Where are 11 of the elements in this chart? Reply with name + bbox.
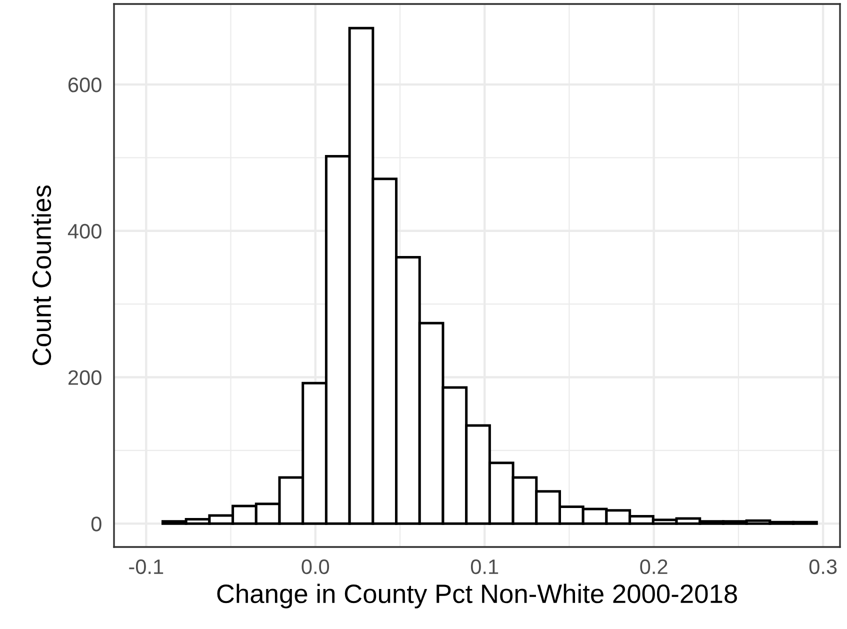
x-axis-title: Change in County Pct Non-White 2000-2018 [217, 584, 737, 608]
y-tick-label: 0 [91, 516, 102, 532]
x-tick-label: 0.2 [640, 559, 668, 574]
y-tick-label: 200 [68, 370, 102, 385]
x-tick-label: 0.0 [302, 559, 330, 574]
y-tick-label: 600 [68, 78, 102, 92]
x-tick-label: -0.1 [129, 559, 164, 574]
x-tick-label: 0.1 [470, 559, 498, 574]
y-tick-label: 400 [68, 224, 102, 239]
y-axis-title: Count Counties [32, 185, 52, 366]
x-tick-label: 0.3 [809, 559, 837, 574]
